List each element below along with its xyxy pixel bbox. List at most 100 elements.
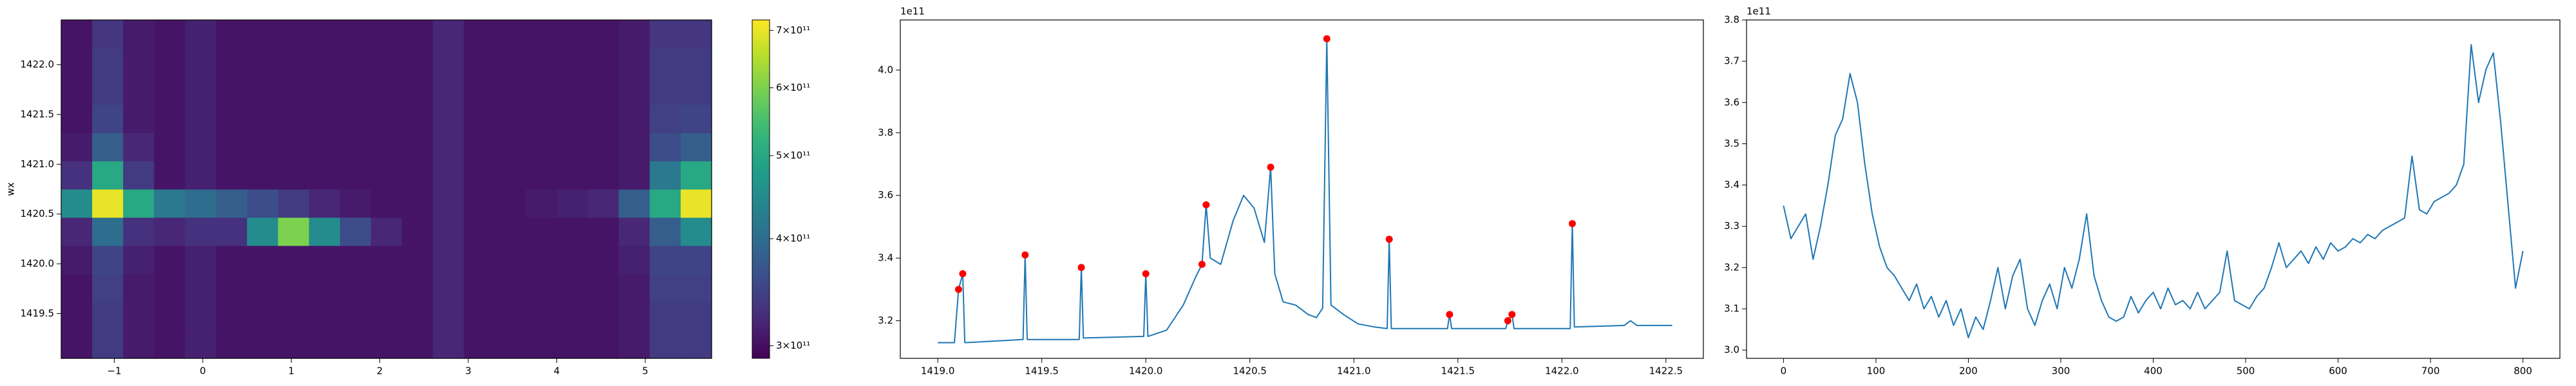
heatmap-cell <box>339 245 372 275</box>
heatmap-cell <box>216 273 248 302</box>
heatmap-cell <box>587 189 620 218</box>
heatmap-cell <box>402 273 433 302</box>
heatmap-cell <box>495 189 527 218</box>
heatmap-cell <box>680 330 712 359</box>
heatmap-cell <box>61 245 93 275</box>
y-tick-label: 3.0 <box>1724 344 1739 356</box>
heatmap-cell <box>649 302 681 331</box>
peak-marker <box>1446 311 1454 318</box>
heatmap-cell <box>495 104 527 133</box>
heatmap-cell <box>123 273 155 302</box>
x-tick-label: 1421.5 <box>1441 365 1475 377</box>
heatmap-cell <box>123 161 155 190</box>
heatmap-cell <box>154 161 185 190</box>
y-tick-label: 1420.5 <box>21 208 55 219</box>
heatmap-cell <box>526 189 558 218</box>
heatmap-cell <box>339 20 372 49</box>
heatmap-cell <box>123 76 155 106</box>
heatmap-cell <box>278 330 310 359</box>
heatmap-cell <box>649 189 681 218</box>
colorbar-tick-label: 7×10¹¹ <box>776 24 810 36</box>
heatmap-cell <box>587 330 620 359</box>
heatmap-cell <box>123 20 155 49</box>
colorbar-tick-label: 6×10¹¹ <box>776 82 810 93</box>
heatmap-cell <box>402 217 433 246</box>
heatmap-cell <box>308 20 341 49</box>
heatmap-cell <box>618 76 650 106</box>
heatmap-cell <box>185 217 217 246</box>
x-tick-label: 300 <box>2052 365 2070 377</box>
heatmap-cell <box>278 20 310 49</box>
heatmap-cell <box>587 273 620 302</box>
heatmap-cell <box>154 48 185 77</box>
heatmap-cell <box>433 76 464 106</box>
heatmap-cell <box>556 104 589 133</box>
heatmap-cell <box>433 245 464 275</box>
heatmap-cell <box>526 133 558 161</box>
heatmap-cell <box>339 217 372 246</box>
heatmap-cell <box>185 161 217 190</box>
heatmap-cell <box>495 48 527 77</box>
heatmap-cell <box>123 189 155 218</box>
heatmap-cell <box>680 245 712 275</box>
heatmap-cell <box>278 217 310 246</box>
heatmap-cell <box>464 48 495 77</box>
heatmap-cell <box>92 189 124 218</box>
heatmap-cell <box>185 104 217 133</box>
heatmap-cell <box>495 302 527 331</box>
heatmap-cell <box>185 245 217 275</box>
heatmap-cell <box>433 302 464 331</box>
peak-marker <box>959 270 967 277</box>
heatmap-cell <box>185 189 217 218</box>
heatmap-cell <box>339 48 372 77</box>
heatmap-cell <box>587 161 620 190</box>
heatmap-cell <box>154 330 185 359</box>
heatmap-cell <box>308 330 341 359</box>
heatmap-cell <box>61 161 93 190</box>
peak-marker <box>1504 317 1511 325</box>
heatmap-cell <box>216 245 248 275</box>
heatmap-cell <box>92 161 124 190</box>
heatmap-cell <box>556 245 589 275</box>
heatmap-cell <box>278 245 310 275</box>
heatmap-cell <box>464 330 495 359</box>
heatmap-cell <box>433 20 464 49</box>
heatmap-cell <box>618 48 650 77</box>
heatmap-cell <box>649 273 681 302</box>
heatmap-cell <box>92 217 124 246</box>
x-tick-label: 1 <box>289 365 295 377</box>
heatmap-cell <box>92 48 124 77</box>
heatmap-cell <box>92 273 124 302</box>
heatmap-cell <box>247 161 279 190</box>
heatmap-cell <box>370 302 402 331</box>
heatmap-cell <box>216 76 248 106</box>
heatmap-cell <box>556 133 589 161</box>
peak-marker <box>1568 220 1576 228</box>
heatmap-cell <box>618 330 650 359</box>
heatmap-cell <box>587 302 620 331</box>
heatmap-cell <box>278 302 310 331</box>
peak-marker <box>1077 264 1085 271</box>
heatmap-cell <box>618 133 650 161</box>
heatmap-cell <box>185 76 217 106</box>
y-tick-label: 3.3 <box>1724 220 1739 232</box>
heatmap-cell <box>308 76 341 106</box>
heatmap-cell <box>308 161 341 190</box>
heatmap-cell <box>402 302 433 331</box>
axes-frame <box>61 19 712 359</box>
heatmap-cell <box>154 133 185 161</box>
heatmap-cell <box>154 104 185 133</box>
heatmap-cell <box>92 133 124 161</box>
heatmap-cell <box>587 76 620 106</box>
heatmap-cell <box>154 217 185 246</box>
heatmap-cell <box>154 273 185 302</box>
heatmap-cell <box>402 76 433 106</box>
heatmap-cell <box>308 189 341 218</box>
y-tick-label: 3.1 <box>1724 303 1739 315</box>
heatmap-cell <box>339 273 372 302</box>
heatmap-cell <box>216 330 248 359</box>
heatmap-cell <box>370 133 402 161</box>
heatmap-cell <box>216 217 248 246</box>
heatmap-cell <box>402 48 433 77</box>
